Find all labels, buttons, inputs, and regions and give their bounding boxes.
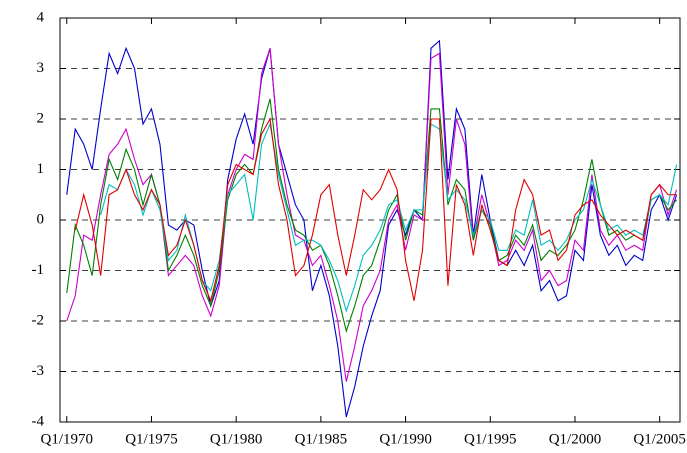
- plot-frame: [59, 17, 681, 423]
- x-tick-label: Q1/1995: [464, 431, 517, 447]
- series-line: [100, 122, 678, 313]
- series-line: [66, 39, 678, 418]
- y-tick-label: 3: [37, 60, 45, 76]
- x-tick-label: Q1/1975: [125, 431, 178, 447]
- y-tick-label: 2: [37, 110, 45, 126]
- x-tick-label: Q1/1990: [379, 431, 432, 447]
- x-tick-label: Q1/2005: [633, 431, 686, 447]
- y-tick-label: 1: [37, 161, 45, 177]
- series-line: [74, 117, 677, 303]
- x-tick-label: Q1/1980: [210, 431, 263, 447]
- y-tick-label: -1: [32, 262, 45, 278]
- x-tick-label: Q1/1985: [295, 431, 348, 447]
- y-tick-label: -2: [32, 312, 45, 328]
- x-tick-label: Q1/2000: [549, 431, 602, 447]
- y-tick-label: -3: [32, 363, 45, 379]
- y-tick-label: -4: [32, 413, 45, 429]
- series-line: [66, 48, 678, 382]
- series-line: [66, 98, 678, 334]
- x-tick-label: Q1/1970: [41, 431, 94, 447]
- y-tick-label: 0: [37, 211, 45, 227]
- y-tick-label: 4: [37, 9, 45, 25]
